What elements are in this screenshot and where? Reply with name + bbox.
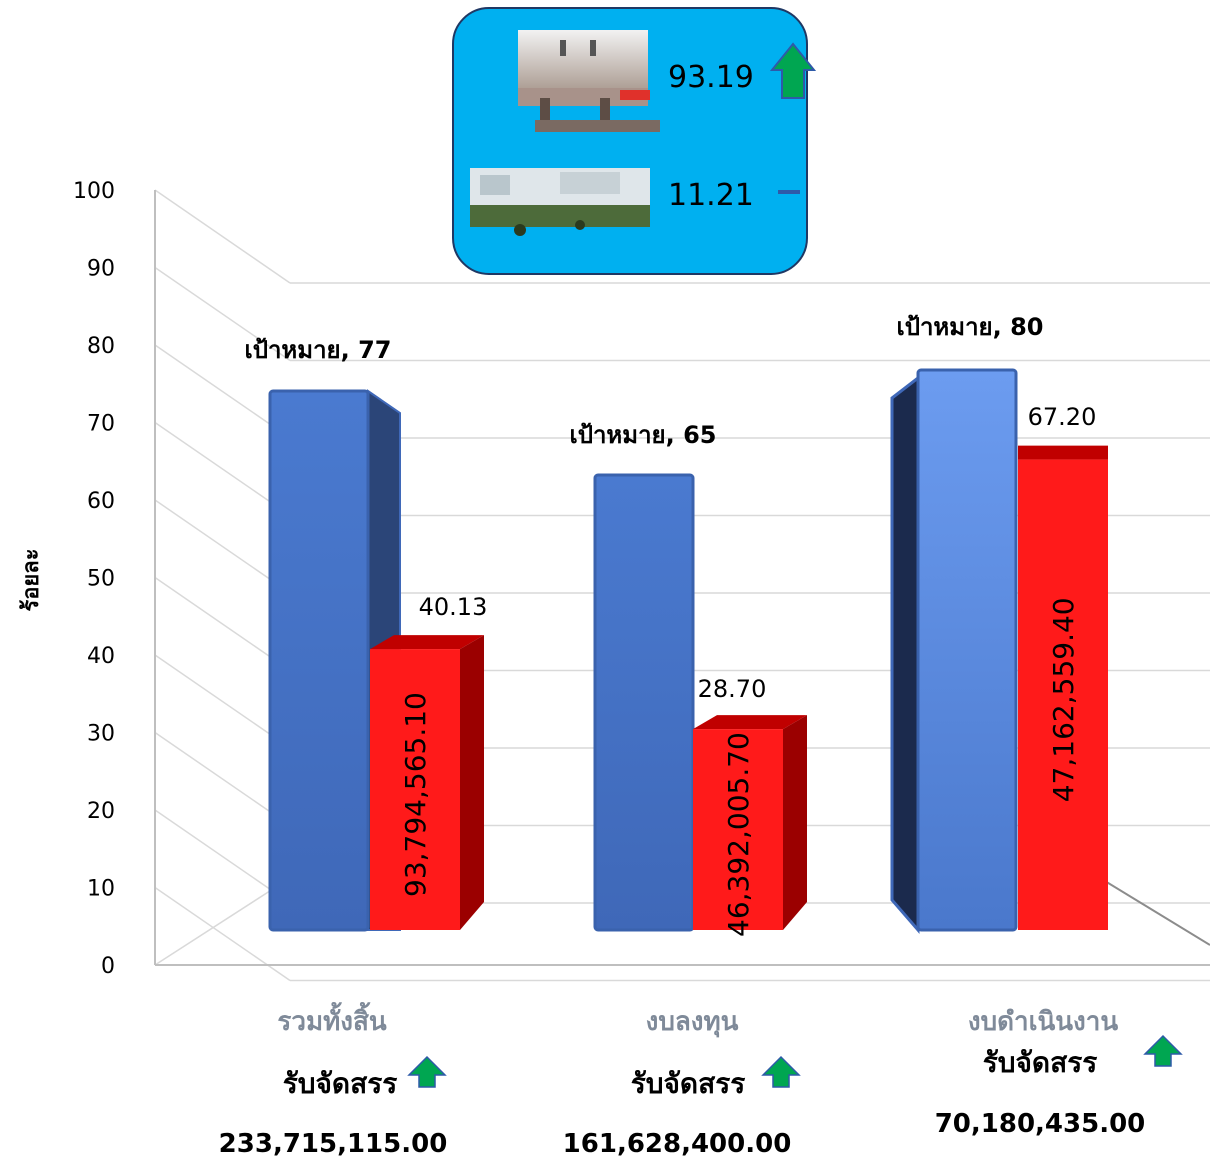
y-axis-label: ร้อยละ — [19, 548, 44, 611]
bar-side-actual — [460, 635, 484, 930]
floor-diagonal — [154, 877, 291, 966]
arrow-up-icon — [761, 1055, 801, 1088]
bar-target-label: เป้าหมาย, 77 — [245, 336, 392, 364]
grid-diagonal — [154, 266, 291, 362]
bar-actual-value-label: 28.70 — [698, 675, 767, 703]
received-label: รับจัดสรร — [631, 1067, 746, 1100]
bar-actual — [693, 729, 783, 930]
received-label: รับจัดสรร — [983, 1046, 1098, 1079]
bar-top-actual — [370, 635, 484, 650]
badge-value-bottom: 11.21 — [668, 178, 754, 213]
bar-side-actual — [783, 715, 807, 930]
bar-actual-value-label: 40.13 — [419, 593, 488, 621]
data-labels: 93,794,565.10 เป้าหมาย, 77 40.13 46,392,005… — [245, 313, 1097, 937]
grid-diagonal — [154, 189, 291, 284]
building-image-1 — [518, 30, 660, 132]
grid-diagonal — [154, 809, 291, 904]
floor-edge — [1099, 877, 1210, 946]
received-label: รับจัดสรร — [283, 1067, 398, 1100]
y-tick-label: 0 — [101, 954, 115, 979]
bar-target-label: เป้าหมาย, 65 — [570, 421, 717, 449]
bar-actual-value-label: 67.20 — [1028, 403, 1097, 431]
bar-side-target — [890, 374, 920, 935]
grid-diagonal — [154, 576, 291, 672]
grid-diagonal — [154, 499, 291, 594]
arrow-up-icon — [1143, 1034, 1183, 1067]
bars — [268, 368, 1108, 935]
bar-target — [916, 368, 1018, 932]
category-label: รวมทั้งสิ้น — [277, 1001, 386, 1037]
received-amount: 161,628,400.00 — [563, 1129, 792, 1159]
y-tick-label: 70 — [87, 412, 115, 437]
axes — [154, 190, 1210, 966]
bar-actual — [1018, 459, 1108, 930]
y-tick-label: 10 — [87, 877, 115, 902]
badge-value-top: 93.19 — [668, 60, 754, 95]
grid-diagonal — [154, 344, 291, 439]
building-image-2 — [470, 168, 650, 236]
y-tick-labels: 0 10 20 30 40 50 60 70 80 90 100 — [73, 179, 115, 979]
info-badge: 93.19 11.21 — [452, 7, 817, 275]
bar-actual-amount-label: 47,162,559.40 — [1047, 597, 1080, 802]
bar-target — [268, 389, 370, 932]
category-label: งบลงทุน — [646, 1007, 739, 1038]
y-tick-label: 100 — [73, 179, 115, 204]
y-tick-label: 80 — [87, 334, 115, 359]
y-tick-label: 90 — [87, 257, 115, 282]
y-tick-label: 40 — [87, 644, 115, 669]
category-label: งบดำเนินงาน — [968, 1007, 1118, 1037]
dash-icon — [778, 190, 800, 194]
y-tick-label: 50 — [87, 567, 115, 592]
y-tick-label: 60 — [87, 489, 115, 514]
category-labels: รวมทั้งสิ้นรับจัดสรร 233,715,115.00 งบลงทุ… — [219, 1001, 1183, 1159]
bar-target — [593, 473, 695, 932]
grid-diagonal — [154, 731, 291, 827]
received-amount: 233,715,115.00 — [219, 1129, 448, 1159]
bar-actual-amount-label: 93,794,565.10 — [399, 692, 432, 897]
grid-diagonal — [154, 421, 291, 517]
bar-target-label: เป้าหมาย, 80 — [897, 313, 1044, 341]
grid-diagonal — [154, 654, 291, 749]
bar-top-actual — [693, 715, 807, 730]
received-amount: 70,180,435.00 — [935, 1109, 1146, 1139]
bar-actual — [370, 649, 460, 930]
y-tick-label: 20 — [87, 799, 115, 824]
y-tick-label: 30 — [87, 722, 115, 747]
bar-top-actual — [1018, 445, 1108, 460]
bar-actual-amount-label: 46,392,005.70 — [722, 732, 755, 937]
arrow-up-icon — [769, 42, 817, 99]
arrow-up-icon — [407, 1055, 447, 1088]
